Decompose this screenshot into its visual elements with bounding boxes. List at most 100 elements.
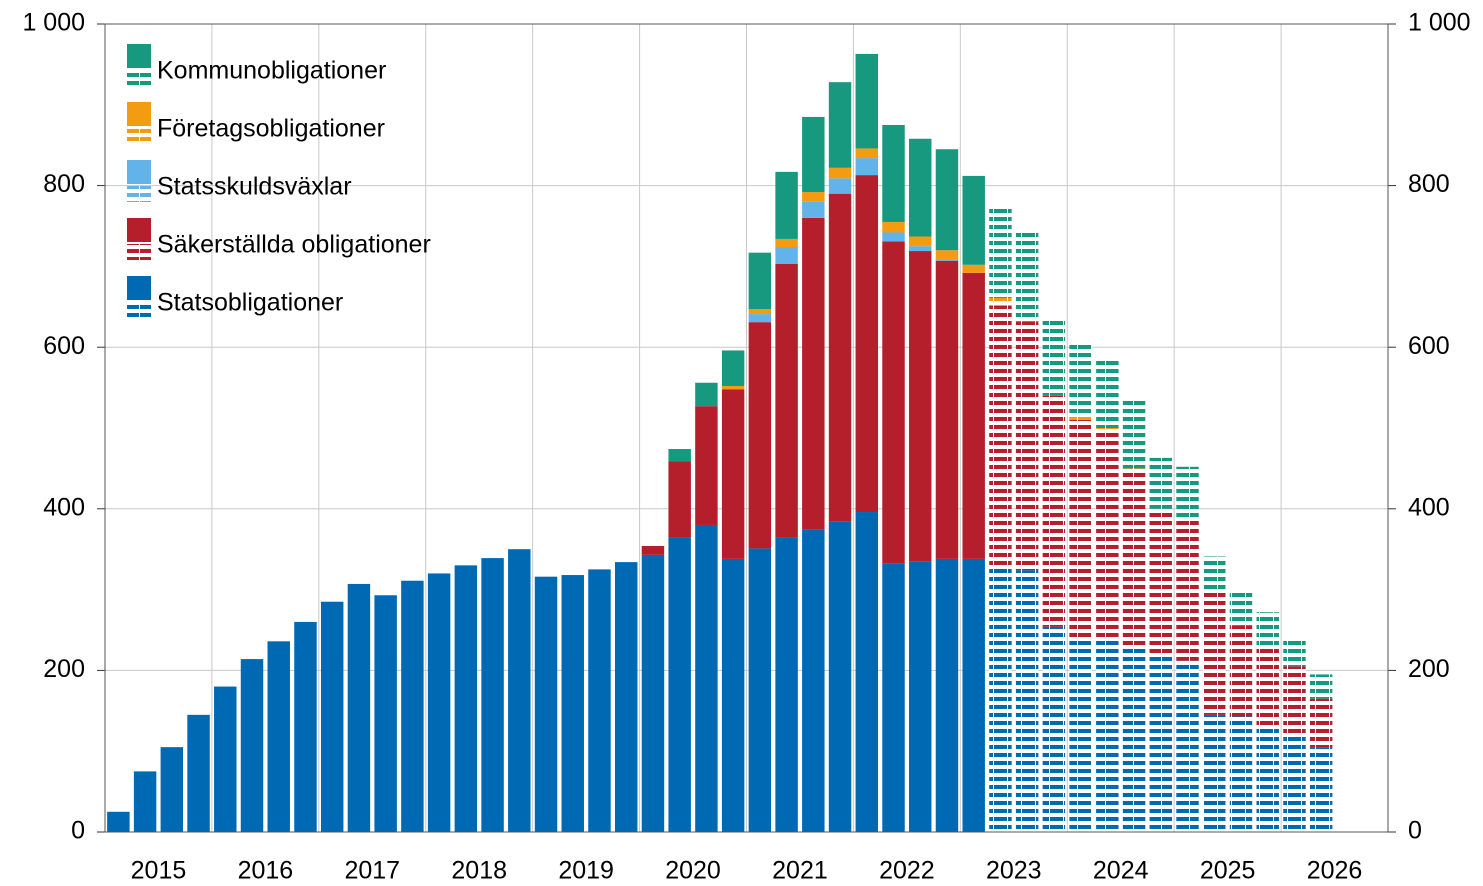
y-tick-label: 600: [43, 332, 85, 360]
projected-bar-segment: [1229, 625, 1253, 717]
projected-bar-segment: [1069, 419, 1092, 639]
y2-tick-label: 200: [1408, 655, 1450, 683]
y-tick-label: 800: [43, 170, 85, 198]
x-tick-label: 2025: [1200, 857, 1256, 885]
y2-tick-label: 0: [1408, 817, 1422, 845]
bar-segment: [882, 241, 905, 564]
bar-segment: [641, 545, 665, 555]
x-tick-label: 2017: [344, 857, 400, 885]
projected-bar-segment: [1042, 626, 1066, 832]
y-tick-label: 1 000: [22, 9, 85, 37]
bar-segment: [668, 461, 691, 538]
projected-bar-segment: [1283, 638, 1306, 667]
bar-segment: [828, 521, 852, 832]
bar-segment: [668, 537, 691, 832]
projected-bar-segment: [1309, 747, 1333, 832]
projected-bar-segment: [989, 297, 1012, 306]
bar-segment: [882, 563, 905, 832]
x-tick-label: 2019: [558, 857, 614, 885]
bar-segment: [802, 192, 825, 202]
bar-segment: [935, 259, 959, 261]
projected-bar-segment: [989, 305, 1012, 568]
bar-segment: [187, 714, 210, 832]
bar-segment: [721, 385, 745, 390]
bar-segment: [828, 167, 852, 179]
projected-bar-segment: [989, 567, 1012, 832]
bar-segment: [935, 149, 959, 251]
bar-segment: [695, 524, 718, 832]
bar-segment: [909, 236, 932, 247]
bar-segment: [534, 576, 558, 832]
bar-segment: [240, 659, 264, 832]
x-tick-label: 2020: [665, 857, 721, 885]
bar-segment: [508, 549, 531, 832]
projected-bar-segment: [1309, 674, 1333, 699]
projected-bar-segment: [1015, 317, 1039, 322]
bar-segment: [882, 125, 905, 222]
projected-bar-segment: [1042, 317, 1066, 396]
bar-segment: [909, 561, 932, 832]
x-tick-label: 2018: [451, 857, 507, 885]
x-tick-label: 2015: [131, 857, 187, 885]
bar-segment: [748, 548, 772, 832]
bar-segment: [775, 247, 798, 264]
bar-segment: [962, 558, 985, 832]
bar-segment: [855, 158, 879, 176]
bar-segment: [347, 583, 371, 832]
legend-label: Kommunobligationer: [157, 57, 386, 85]
x-tick-label: 2021: [772, 857, 828, 885]
projected-bar-segment: [1015, 230, 1039, 318]
bar-segment: [828, 193, 852, 522]
bar-segment: [748, 322, 772, 549]
bar-segment: [294, 621, 317, 832]
bar-segment: [133, 771, 157, 832]
bar-segment: [267, 641, 290, 832]
bar-segment: [935, 260, 959, 559]
projected-bar-segment: [1256, 726, 1279, 832]
bar-segment: [721, 558, 745, 832]
projected-bar-segment: [1176, 518, 1199, 521]
projected-bar-segment: [1096, 639, 1119, 832]
y-tick-label: 0: [71, 817, 85, 845]
bar-segment: [454, 565, 478, 832]
bar-segment: [962, 272, 985, 559]
bar-segment: [721, 389, 745, 559]
projected-bar-segment: [1176, 466, 1199, 519]
bar-segment: [427, 573, 451, 832]
projected-bar-segment: [1096, 430, 1119, 640]
legend-swatch: [127, 44, 151, 68]
projected-bar-segment: [1015, 321, 1039, 571]
legend-swatch-projected: [127, 244, 151, 260]
x-tick-label: 2022: [879, 857, 935, 885]
bar-segment: [107, 811, 130, 832]
y2-tick-label: 1 000: [1408, 9, 1471, 37]
projected-bar-segment: [1122, 398, 1146, 469]
x-tick-label: 2024: [1093, 857, 1149, 885]
bar-segment: [775, 263, 798, 538]
legend-swatch: [127, 276, 151, 300]
projected-bar-segment: [1042, 395, 1066, 627]
y-tick-label: 400: [43, 493, 85, 521]
legend-label: Statsobligationer: [157, 289, 343, 317]
y2-tick-label: 600: [1408, 332, 1450, 360]
legend-swatch-projected: [127, 128, 151, 144]
projected-bar-segment: [989, 206, 1012, 298]
projected-bar-segment: [1229, 716, 1253, 832]
bar-segment: [561, 575, 584, 832]
projected-bar-segment: [1149, 654, 1173, 832]
bar-segment: [935, 250, 959, 260]
bar-segment: [721, 350, 745, 386]
projected-bar-segment: [1203, 714, 1226, 832]
projected-bar-segment: [1069, 638, 1092, 832]
bar-segment: [802, 529, 825, 832]
plot-frame: [104, 23, 1389, 833]
projected-bar-segment: [1122, 468, 1146, 471]
bar-segment: [320, 601, 344, 832]
projected-bar-segment: [1256, 612, 1279, 648]
bar-segment: [855, 53, 879, 149]
bar-segment: [374, 595, 397, 832]
bar-segment: [668, 449, 691, 462]
bar-segment: [962, 175, 985, 265]
bar-segment: [802, 201, 825, 218]
bar-segment: [882, 232, 905, 242]
